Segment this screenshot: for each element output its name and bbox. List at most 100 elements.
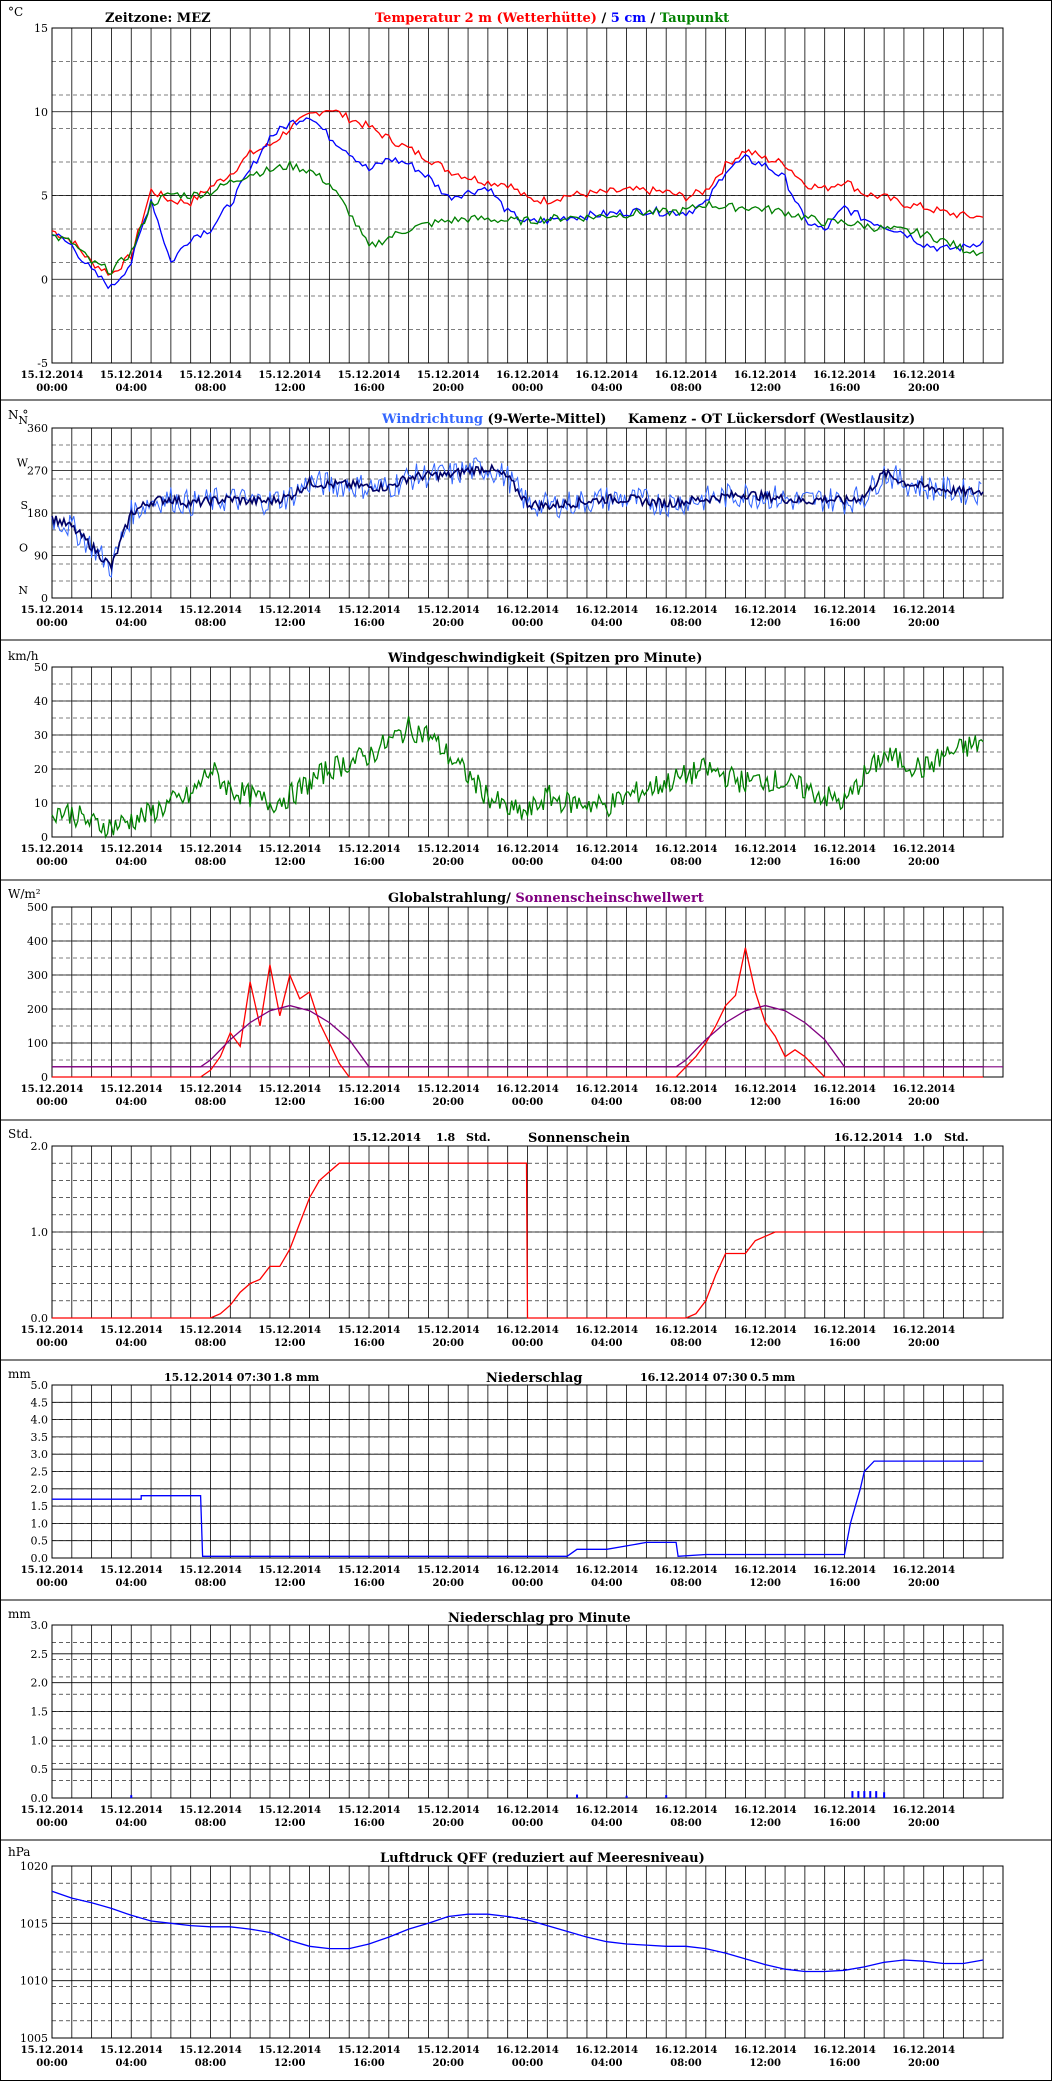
x-tick-date: 16.12.2014	[496, 605, 559, 616]
series-line	[52, 1004, 984, 1068]
y-tick-label: 0	[41, 273, 48, 286]
x-tick-time: 04:00	[115, 1818, 147, 1829]
x-tick-time: 00:00	[36, 1578, 68, 1589]
y-tick-label: 1005	[20, 2032, 48, 2045]
x-tick-time: 00:00	[36, 857, 68, 868]
x-tick-date: 15.12.2014	[179, 844, 242, 855]
x-tick-date: 16.12.2014	[575, 370, 638, 381]
x-tick-time: 04:00	[115, 857, 147, 868]
y-tick-label: 360	[27, 422, 48, 435]
x-tick-time: 00:00	[512, 1097, 544, 1108]
x-tick-date: 16.12.2014	[496, 370, 559, 381]
precip-bar	[863, 1791, 866, 1798]
legend-separator: /	[597, 11, 611, 26]
y-tick-label: 4.5	[31, 1396, 49, 1409]
precipitation-plot: 0.0 0.5 1.0 1.5 2.0 2.5 3.0 3.5 4.0 4.5 5.0 15.12.2…	[21, 1379, 1004, 1589]
x-tick-date: 16.12.2014	[813, 1805, 876, 1816]
x-tick-date: 15.12.2014	[338, 370, 401, 381]
wind-direction-title: Windrichtung (9-Werte-Mittel)	[381, 412, 606, 427]
x-tick-date: 15.12.2014	[417, 2045, 480, 2056]
x-tick-date: 16.12.2014	[575, 1805, 638, 1816]
x-tick-time: 16:00	[353, 1097, 385, 1108]
x-tick-date: 16.12.2014	[892, 370, 955, 381]
x-tick-date: 15.12.2014	[100, 1805, 163, 1816]
y-tick-label: 180	[27, 507, 48, 520]
x-tick-time: 20:00	[908, 1578, 940, 1589]
x-tick-time: 20:00	[908, 1818, 940, 1829]
x-tick-date: 15.12.2014	[179, 1565, 242, 1576]
x-tick-date: 15.12.2014	[338, 2045, 401, 2056]
x-tick-date: 16.12.2014	[575, 605, 638, 616]
x-tick-date: 15.12.2014	[258, 605, 321, 616]
precipitation-day2-value: 0.5	[750, 1371, 769, 1384]
x-tick-time: 00:00	[36, 618, 68, 629]
x-tick-time: 00:00	[512, 383, 544, 394]
y-tick-label: 1015	[20, 1917, 48, 1930]
x-tick-date: 16.12.2014	[496, 1805, 559, 1816]
x-tick-time: 12:00	[749, 1578, 781, 1589]
x-tick-time: 12:00	[749, 1338, 781, 1349]
precipitation-day1-date: 15.12.2014 07:30	[164, 1371, 272, 1384]
x-tick-date: 16.12.2014	[655, 370, 718, 381]
precip-per-minute-title: Niederschlag pro Minute	[448, 1611, 631, 1626]
x-tick-date: 15.12.2014	[100, 1084, 163, 1095]
x-tick-date: 15.12.2014	[100, 2045, 163, 2056]
precip-bar	[625, 1795, 628, 1798]
x-tick-time: 04:00	[115, 1578, 147, 1589]
x-tick-time: 12:00	[274, 1097, 306, 1108]
x-tick-date: 16.12.2014	[575, 1325, 638, 1336]
x-tick-time: 16:00	[353, 1818, 385, 1829]
x-tick-time: 20:00	[908, 383, 940, 394]
x-tick-date: 15.12.2014	[100, 605, 163, 616]
x-tick-time: 00:00	[512, 1818, 544, 1829]
x-tick-time: 04:00	[115, 1338, 147, 1349]
radiation-panel: W/m² Globalstrahlung/ Sonnenscheinschwel…	[8, 887, 1004, 1108]
wind-direction-plot: 090180270360NOSWN15.12.201400:0015.12.20…	[17, 414, 1004, 629]
x-tick-time: 08:00	[670, 1578, 702, 1589]
x-tick-time: 00:00	[36, 1338, 68, 1349]
x-tick-date: 15.12.2014	[258, 1565, 321, 1576]
x-tick-date: 15.12.2014	[21, 1325, 84, 1336]
temperature-unit-label: °C	[8, 5, 23, 19]
x-tick-time: 16:00	[829, 2058, 861, 2069]
x-tick-time: 04:00	[115, 2058, 147, 2069]
precipitation-title: Niederschlag	[486, 1371, 582, 1386]
y-tick-label: 300	[27, 969, 48, 982]
x-tick-date: 15.12.2014	[417, 1084, 480, 1095]
y-tick-label: 0.0	[31, 1792, 49, 1805]
x-tick-time: 12:00	[274, 1338, 306, 1349]
precipitation-panel: mm 15.12.2014 07:30 1.8 mm Niederschlag …	[8, 1367, 1004, 1589]
x-tick-time: 04:00	[591, 2058, 623, 2069]
y-tick-label: 15	[34, 22, 48, 35]
x-tick-time: 00:00	[36, 2058, 68, 2069]
x-tick-time: 16:00	[829, 618, 861, 629]
precip-bar	[851, 1791, 854, 1798]
x-tick-date: 15.12.2014	[258, 370, 321, 381]
y-tick-label: 0.5	[31, 1763, 49, 1776]
x-tick-time: 16:00	[829, 857, 861, 868]
y-tick-label: 30	[34, 729, 48, 742]
precipitation-day1-value: 1.8	[273, 1371, 292, 1384]
x-tick-time: 08:00	[195, 857, 227, 868]
x-tick-date: 15.12.2014	[179, 605, 242, 616]
x-tick-date: 15.12.2014	[338, 605, 401, 616]
x-tick-date: 15.12.2014	[417, 1325, 480, 1336]
legend-dewpoint: Taupunkt	[660, 11, 729, 26]
compass-label: O	[19, 542, 28, 555]
x-tick-date: 16.12.2014	[892, 1805, 955, 1816]
x-tick-date: 16.12.2014	[496, 2045, 559, 2056]
precipitation-day1-unit: mm	[296, 1371, 320, 1384]
precip-per-minute-unit-label: mm	[8, 1607, 31, 1621]
temperature-panel: °C Zeitzone: MEZ Temperatur 2 m (Wetterh…	[8, 5, 1004, 394]
y-tick-label: 2.5	[31, 1466, 49, 1479]
pressure-panel: hPa Luftdruck QFF (reduziert auf Meeresn…	[8, 1845, 1004, 2069]
x-tick-date: 15.12.2014	[417, 1805, 480, 1816]
x-tick-date: 16.12.2014	[892, 844, 955, 855]
radiation-unit-label: W/m²	[8, 887, 41, 901]
y-tick-label: 1.5	[31, 1500, 49, 1513]
series-line	[52, 1460, 984, 1557]
x-tick-date: 16.12.2014	[734, 2045, 797, 2056]
x-tick-time: 00:00	[512, 857, 544, 868]
y-tick-label: 0	[41, 1071, 48, 1084]
